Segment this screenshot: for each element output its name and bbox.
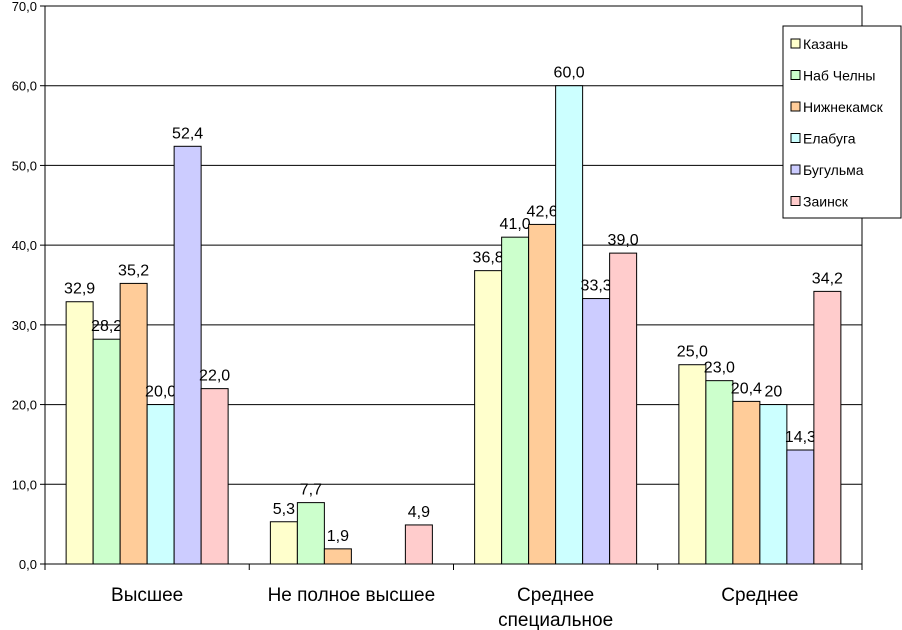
bar-2-0 (119, 282, 148, 565)
legend-label-3: Елабуга (803, 131, 856, 147)
bar-3-3 (759, 404, 788, 565)
data-label-2-3: 20,4 (731, 380, 762, 397)
bar-3-2 (555, 85, 584, 565)
legend-swatch-0 (790, 38, 801, 49)
bar-1-2 (501, 236, 530, 565)
data-label-2-2: 42,6 (527, 203, 558, 220)
bar-5-3 (813, 290, 842, 565)
data-label-5-1: 4,9 (408, 504, 430, 521)
legend-swatch-3 (790, 133, 801, 143)
bar-2-3 (732, 400, 761, 565)
legend-label-5: Заинск (803, 194, 849, 210)
legend-swatch-4 (790, 164, 801, 175)
data-label-3-3: 20 (764, 384, 782, 401)
data-label-1-3: 23,0 (704, 360, 735, 377)
bar-1-1 (296, 502, 325, 565)
y-tick-label-2: 20,0 (12, 398, 37, 413)
bar-4-0 (173, 145, 202, 565)
bar-0-2 (474, 270, 503, 565)
y-tick-label-4: 40,0 (12, 238, 37, 253)
data-label-4-0: 52,4 (172, 125, 203, 142)
category-label-2: Среднее (517, 585, 594, 606)
bar-5-1 (404, 524, 433, 565)
data-label-1-2: 41,0 (500, 216, 531, 233)
legend-swatch-5 (790, 196, 801, 206)
data-label-0-1: 5,3 (273, 501, 295, 518)
bar-0-3 (678, 364, 707, 565)
bar-1-0 (92, 338, 121, 565)
legend-label-2: Нижнекамск (803, 99, 884, 115)
data-label-1-1: 7,7 (300, 482, 322, 499)
legend-label-1: Наб Челны (803, 68, 875, 84)
bar-5-0 (200, 388, 229, 565)
bar-4-3 (786, 449, 815, 565)
legend-swatch-1 (790, 70, 801, 80)
category-label-3: Среднее (721, 585, 798, 606)
bar-2-2 (528, 223, 557, 565)
data-label-5-3: 34,2 (812, 270, 843, 287)
data-label-5-0: 22,0 (199, 368, 230, 385)
y-tick-label-7: 70,0 (12, 0, 37, 14)
bar-5-2 (609, 252, 638, 565)
category-label-2-line1: специальное (498, 610, 613, 630)
y-tick-label-5: 50,0 (12, 158, 37, 173)
legend-swatch-2 (790, 101, 801, 112)
data-label-0-2: 36,8 (473, 250, 504, 267)
bar-0-1 (269, 521, 298, 565)
bar-0-0 (65, 301, 94, 565)
bar-1-3 (705, 380, 734, 565)
y-tick-label-0: 0,0 (19, 557, 37, 572)
y-tick-label-3: 30,0 (12, 318, 37, 333)
data-label-3-0: 20,0 (145, 384, 176, 401)
data-label-4-3: 14,3 (785, 429, 816, 446)
legend: Казань Наб Челны Нижнекамск Елабуга Бугульма… (782, 25, 902, 219)
bar-2-1 (323, 548, 352, 565)
legend-label-4: Бугульма (803, 162, 864, 178)
legend-box (782, 25, 902, 219)
category-label-0: Высшее (111, 585, 183, 606)
y-tick-label-6: 60,0 (12, 79, 37, 94)
data-label-3-2: 60,0 (554, 65, 585, 82)
data-label-1-0: 28,2 (91, 318, 122, 335)
legend-label-0: Казань (803, 36, 848, 52)
data-label-2-1: 1,9 (327, 528, 349, 545)
data-label-0-3: 25,0 (677, 344, 708, 361)
y-tick-label-1: 10,0 (12, 477, 37, 492)
category-label-1: Не полное высшее (268, 585, 436, 606)
data-label-4-2: 33,3 (581, 278, 612, 295)
bar-4-2 (582, 298, 611, 565)
data-label-2-0: 35,2 (118, 262, 149, 279)
data-label-0-0: 32,9 (64, 281, 95, 298)
data-label-5-2: 39,0 (608, 232, 639, 249)
bar-3-0 (146, 404, 175, 565)
